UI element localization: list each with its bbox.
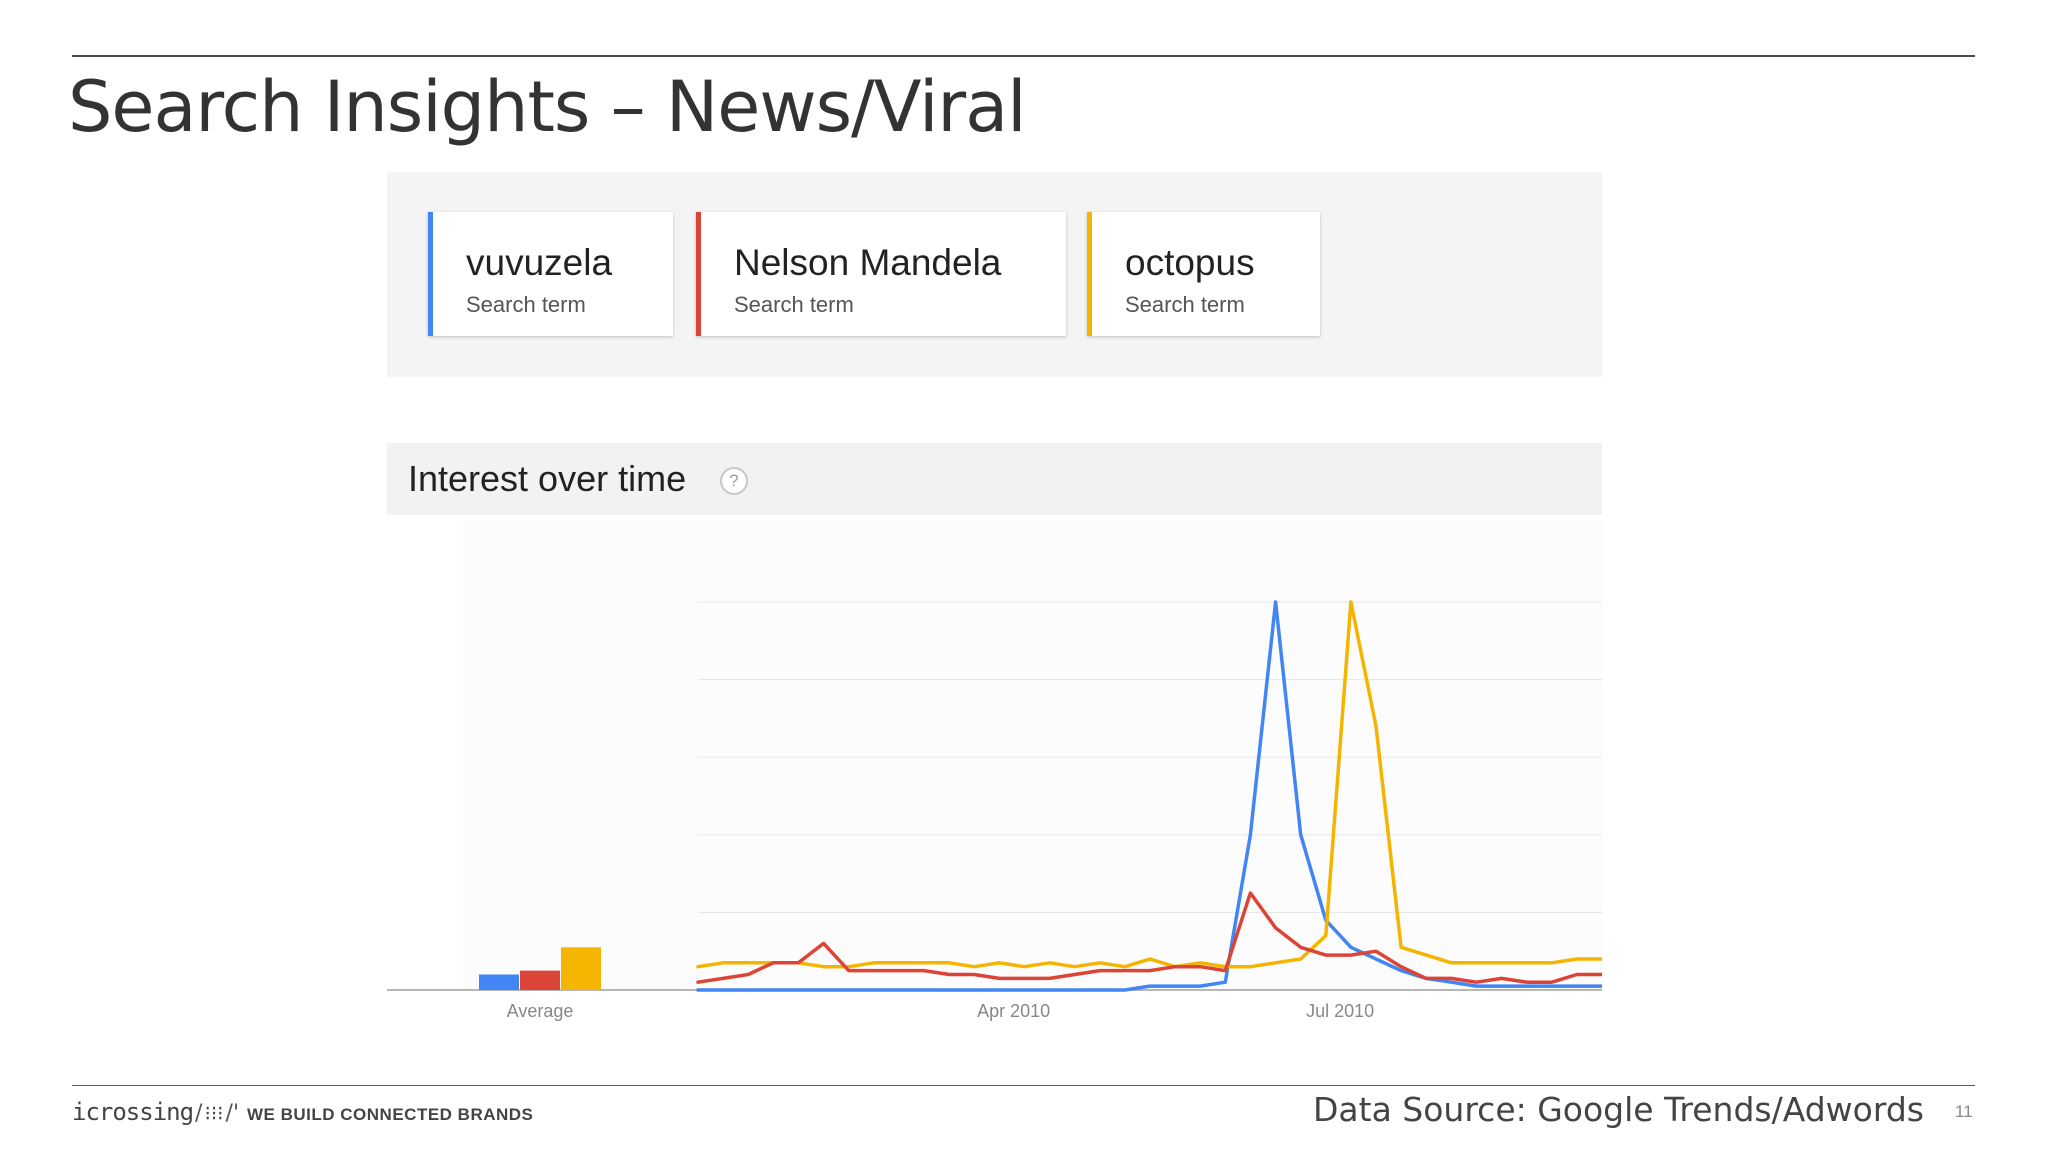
term-name: vuvuzela bbox=[466, 242, 613, 283]
footer-logo: icrossing/⁝⁝⁝/' WE BUILD CONNECTED BRANDS bbox=[72, 1098, 533, 1128]
term-name: octopus bbox=[1125, 242, 1255, 283]
term-color-indicator bbox=[428, 212, 433, 336]
term-card-vuvuzela[interactable]: vuvuzela Search term bbox=[428, 212, 673, 336]
x-tick-label: Apr 2010 bbox=[977, 1001, 1050, 1021]
term-subtitle: Search term bbox=[466, 292, 586, 317]
term-subtitle: Search term bbox=[1125, 292, 1245, 317]
term-subtitle: Search term bbox=[734, 292, 854, 317]
page-number: 11 bbox=[1955, 1102, 1973, 1121]
interest-over-time-chart: Average Apr 2010 Jul 2010 bbox=[387, 520, 1602, 1040]
average-bar-vuvuzela bbox=[479, 974, 519, 990]
bottom-rule bbox=[72, 1085, 1975, 1086]
term-card-octopus[interactable]: octopus Search term bbox=[1087, 212, 1320, 336]
top-rule bbox=[72, 55, 1975, 57]
term-color-indicator bbox=[696, 212, 701, 336]
average-label: Average bbox=[507, 1001, 574, 1021]
series-line-octopus bbox=[696, 600, 1602, 969]
line-chart-svg: Average Apr 2010 Jul 2010 bbox=[387, 520, 1602, 1021]
series-line-nelson-mandela bbox=[696, 891, 1602, 984]
search-terms-panel: vuvuzela Search term Nelson Mandela Sear… bbox=[387, 172, 1602, 377]
interest-over-time-header: Interest over time ? bbox=[387, 443, 1602, 515]
slash-glyph: /' bbox=[225, 1101, 240, 1126]
series-line-vuvuzela bbox=[696, 600, 1602, 992]
question-mark-icon[interactable]: ? bbox=[720, 467, 748, 495]
term-color-indicator bbox=[1087, 212, 1092, 336]
x-tick-label: Jul 2010 bbox=[1306, 1001, 1374, 1021]
brand-tagline: WE BUILD CONNECTED BRANDS bbox=[247, 1105, 534, 1124]
slide-title: Search Insights – News/Viral bbox=[68, 66, 1027, 148]
term-card-nelson-mandela[interactable]: Nelson Mandela Search term bbox=[696, 212, 1066, 336]
term-name: Nelson Mandela bbox=[734, 242, 1002, 283]
brand-name: icrossing bbox=[72, 1098, 194, 1126]
dots-logo-icon: ⁝⁝⁝ bbox=[204, 1101, 224, 1125]
interest-over-time-title: Interest over time bbox=[408, 458, 687, 499]
data-source-note: Data Source: Google Trends/Adwords bbox=[1313, 1090, 1924, 1129]
plot-background bbox=[463, 520, 1602, 990]
slash-glyph: / bbox=[195, 1101, 203, 1126]
average-bar-octopus bbox=[561, 947, 601, 990]
average-bar-nelson-mandela bbox=[520, 970, 560, 990]
